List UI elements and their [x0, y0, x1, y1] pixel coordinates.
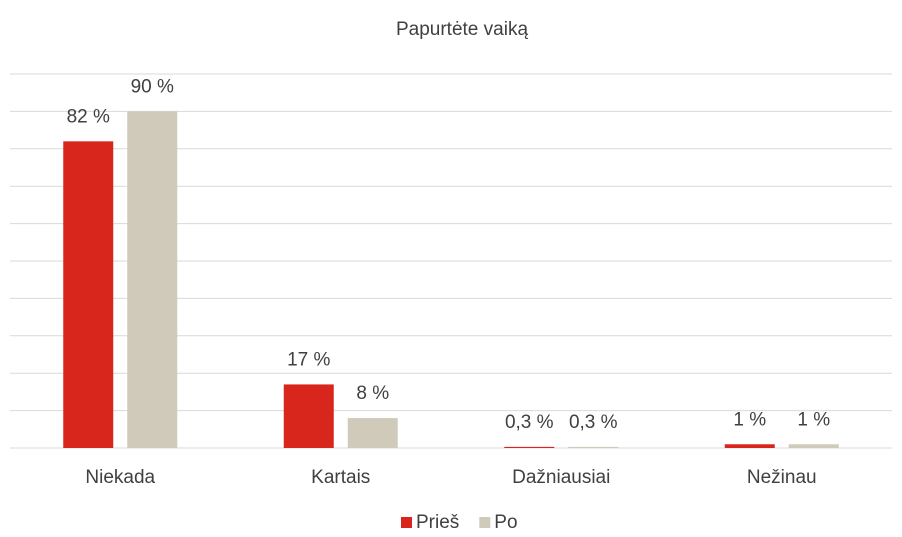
bar	[568, 446, 619, 448]
data-label: 8 %	[356, 383, 389, 404]
data-label: 82 %	[67, 106, 110, 127]
data-label: 1 %	[733, 409, 766, 430]
bar	[724, 444, 775, 448]
data-label: 90 %	[131, 76, 174, 97]
chart-title: Papurtėte vaiką	[396, 19, 528, 40]
bar	[127, 111, 178, 449]
x-tick-label: Nežinau	[747, 467, 817, 488]
legend-swatch	[479, 517, 491, 528]
x-tick-label: Niekada	[85, 467, 155, 488]
bar	[63, 141, 114, 448]
legend-label: Po	[494, 512, 517, 533]
data-label: 0,3 %	[569, 412, 618, 433]
legend-label: Prieš	[416, 512, 459, 533]
bar	[788, 444, 839, 448]
data-label: 0,3 %	[505, 412, 554, 433]
bar	[283, 384, 334, 448]
x-tick-label: Dažniausiai	[512, 467, 610, 488]
data-label: 17 %	[287, 349, 330, 370]
bar	[504, 446, 555, 448]
x-tick-label: Kartais	[311, 467, 370, 488]
legend-swatch	[401, 517, 412, 528]
data-label: 1 %	[797, 409, 830, 430]
bar	[347, 418, 398, 448]
